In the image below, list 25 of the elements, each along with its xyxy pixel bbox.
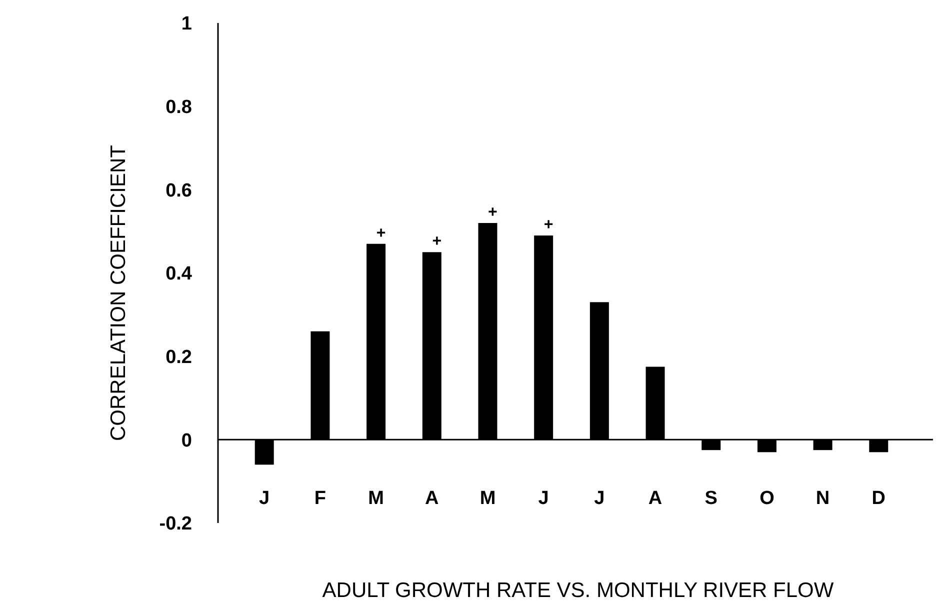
x-axis-title: ADULT GROWTH RATE VS. MONTHLY RIVER FLOW bbox=[322, 579, 834, 602]
y-tick-label: 0.6 bbox=[166, 180, 192, 202]
x-tick-label: N bbox=[816, 488, 830, 509]
x-tick-label: M bbox=[368, 488, 384, 509]
x-tick-label: O bbox=[760, 488, 774, 509]
data-label: + bbox=[544, 216, 554, 234]
y-tick-label: 0.8 bbox=[166, 96, 192, 118]
data-label: + bbox=[432, 233, 442, 250]
x-tick-label: M bbox=[480, 488, 496, 509]
y-tick-label: 0.4 bbox=[166, 264, 192, 285]
data-label: + bbox=[488, 204, 498, 221]
y-tick-label: -0.2 bbox=[159, 514, 192, 535]
x-tick-label: J bbox=[538, 488, 549, 509]
x-tick-label: D bbox=[872, 488, 886, 509]
data-label: + bbox=[376, 224, 386, 242]
y-axis-title: CORRELATION COEFFICIENT bbox=[107, 144, 130, 441]
y-tick-label: 1 bbox=[181, 14, 192, 35]
x-tick-label: F bbox=[314, 488, 326, 509]
x-tick-label: A bbox=[648, 488, 662, 509]
y-tick-label: 0 bbox=[181, 430, 192, 452]
y-tick-label: 0.2 bbox=[166, 346, 192, 368]
x-tick-label: S bbox=[704, 488, 718, 509]
x-tick-label: J bbox=[594, 488, 605, 509]
x-tick-label: A bbox=[425, 488, 440, 509]
x-tick-label: J bbox=[259, 488, 270, 509]
